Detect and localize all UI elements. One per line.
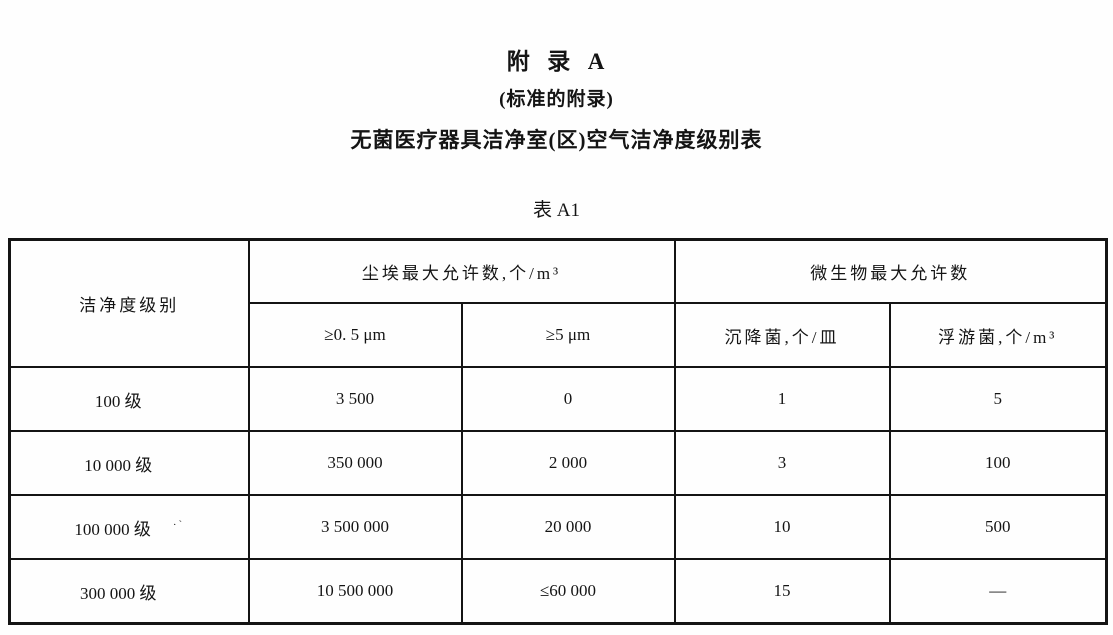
appendix-title: 附 录 A [506,49,607,74]
cell-dust05: 3 500 [247,366,463,432]
header-dust-group: 尘埃最大允许数,个/m³ [247,238,676,304]
cell-level: 100 000 级 ·` [8,494,250,560]
header-dust-05um: ≥0. 5 μm [247,302,463,368]
cell-settling: 3 [673,430,891,496]
cell-dust05: 350 000 [247,430,463,496]
cell-level: 10 000 级 [8,430,250,496]
table-header-sub-row: ≥0. 5 μm ≥5 μm 沉降菌,个/皿 浮游菌,个/m³ [10,302,1108,368]
appendix-subtitle: (标准的附录) [499,89,614,110]
cell-settling: 15 [673,558,891,625]
cell-airborne: 500 [888,494,1108,560]
row-mark: ·` [172,518,185,531]
level-label: 100 000 级 [74,519,151,539]
cell-settling: 10 [673,494,891,560]
level-label: 10 000 级 [84,455,153,475]
cell-dust05: 3 500 000 [247,494,463,560]
cell-dust5: 2 000 [460,430,676,496]
header-airborne-bacteria: 浮游菌,个/m³ [888,302,1108,368]
cell-level: 100 级 [8,366,250,432]
cell-dust5: 20 000 [460,494,676,560]
header-microbe-group: 微生物最大允许数 [673,238,1108,304]
table-row: 100 000 级 ·` 3 500 000 20 000 10 500 [8,494,1108,560]
header-cleanliness-class: 洁净度级别 [8,238,250,368]
cell-dust05: 10 500 000 [247,558,463,625]
table-header-group-row: 洁净度级别 尘埃最大允许数,个/m³ 微生物最大允许数 [8,238,1108,368]
cell-dust5: ≤60 000 [460,558,676,625]
table-caption: 表 A1 [533,200,580,221]
table-row: 300 000 级 10 500 000 ≤60 000 15 — [8,558,1108,625]
table-row: 100 级 3 500 0 1 5 [8,366,1108,432]
header-dust-5um: ≥5 μm [460,302,676,368]
cell-settling: 1 [673,366,891,432]
level-label: 100 级 [94,391,142,411]
cell-level: 300 000 级 [8,558,250,625]
cell-dust5: 0 [460,366,676,432]
cleanliness-table: 洁净度级别 尘埃最大允许数,个/m³ 微生物最大允许数 ≥0. 5 μm ≥5 … [8,238,1109,625]
cell-airborne: — [888,558,1108,625]
cell-airborne: 100 [888,430,1108,496]
level-label: 300 000 级 [80,583,157,603]
cell-airborne: 5 [888,366,1108,432]
doc-title: 无菌医疗器具洁净室(区)空气洁净度级别表 [350,128,763,152]
table-row: 10 000 级 350 000 2 000 3 100 [8,430,1108,496]
header-settling-bacteria: 沉降菌,个/皿 [673,302,891,368]
